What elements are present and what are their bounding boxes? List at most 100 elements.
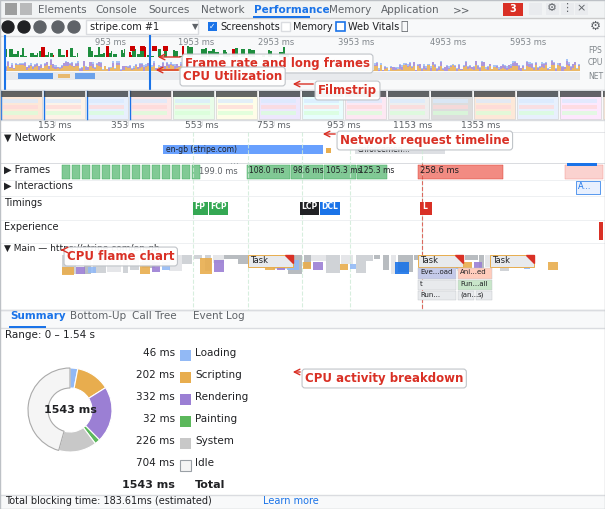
Bar — [288, 255, 302, 274]
Bar — [403, 65, 405, 71]
Bar — [261, 68, 263, 69]
Bar — [152, 46, 157, 51]
Bar — [220, 62, 221, 65]
Bar — [151, 67, 154, 71]
Bar — [178, 56, 182, 57]
Bar — [465, 255, 478, 260]
Bar — [170, 64, 172, 66]
Bar — [261, 111, 296, 115]
Bar — [463, 67, 465, 71]
Bar — [0, 132, 605, 163]
Bar — [103, 53, 105, 57]
Bar — [186, 67, 188, 69]
Bar — [216, 91, 257, 119]
Bar — [113, 53, 115, 57]
Bar — [19, 54, 22, 57]
Bar — [520, 68, 522, 71]
Bar — [504, 66, 506, 69]
Bar — [129, 52, 131, 57]
Bar — [302, 91, 343, 119]
Bar — [9, 68, 11, 71]
Bar — [94, 69, 96, 71]
Bar — [186, 69, 188, 71]
Bar — [549, 69, 551, 71]
Bar — [157, 255, 167, 261]
Text: ▼ Main — https://stripe.com/en-gb: ▼ Main — https://stripe.com/en-gb — [4, 244, 160, 253]
Bar — [388, 91, 429, 119]
Bar — [409, 62, 411, 63]
Bar — [238, 65, 240, 69]
Bar — [489, 64, 491, 66]
Bar — [347, 99, 382, 103]
Bar — [350, 264, 356, 269]
Bar — [364, 65, 365, 67]
Text: Total blocking time: 183.61ms (estimated): Total blocking time: 183.61ms (estimated… — [5, 496, 212, 506]
Bar — [77, 63, 79, 66]
Bar — [345, 64, 347, 65]
Bar — [430, 67, 431, 68]
Wedge shape — [85, 388, 112, 440]
Bar — [102, 70, 104, 71]
Text: Task: Task — [250, 256, 268, 265]
Bar — [424, 66, 425, 69]
Bar — [474, 91, 515, 97]
Circle shape — [68, 21, 80, 33]
Bar — [376, 64, 378, 67]
Bar — [471, 69, 473, 71]
Bar — [322, 65, 324, 71]
Bar — [172, 165, 180, 179]
Bar — [391, 255, 396, 274]
Bar — [547, 70, 549, 71]
Bar — [466, 67, 469, 69]
Bar — [209, 68, 211, 69]
Bar — [516, 66, 518, 71]
Bar — [298, 67, 299, 71]
Bar — [543, 64, 545, 68]
Bar — [126, 68, 129, 71]
Bar — [143, 67, 145, 71]
Bar — [182, 64, 185, 66]
Bar — [151, 65, 154, 67]
Bar — [374, 66, 376, 71]
Bar — [76, 255, 81, 259]
Bar — [217, 67, 220, 71]
Bar — [3, 111, 38, 115]
Bar — [141, 63, 143, 64]
Bar — [477, 66, 479, 69]
Bar — [220, 65, 221, 71]
Bar — [487, 67, 489, 68]
Bar — [475, 65, 477, 71]
Text: DCL: DCL — [321, 202, 338, 211]
Bar — [62, 255, 76, 274]
Bar — [115, 53, 117, 57]
Bar — [15, 65, 18, 71]
Bar — [174, 66, 176, 69]
Bar — [98, 63, 100, 66]
Bar — [537, 67, 539, 68]
Bar — [456, 68, 459, 69]
Bar — [227, 54, 231, 57]
Bar — [541, 62, 543, 64]
Bar — [384, 66, 386, 67]
Bar — [262, 55, 265, 57]
Bar — [154, 61, 155, 63]
Bar — [500, 69, 502, 71]
Bar — [407, 64, 409, 66]
Bar — [142, 255, 155, 268]
Bar — [399, 69, 401, 71]
Bar — [201, 49, 205, 57]
Bar — [81, 68, 83, 71]
Bar — [514, 62, 516, 66]
Bar — [13, 69, 15, 71]
Bar — [8, 49, 13, 57]
Bar — [114, 69, 116, 71]
Bar — [30, 65, 32, 66]
Bar — [567, 163, 597, 166]
Bar — [265, 260, 275, 270]
Bar — [311, 255, 326, 261]
Bar — [226, 65, 227, 67]
Bar — [411, 67, 413, 68]
Bar — [7, 61, 9, 62]
Bar — [518, 65, 520, 66]
Bar — [529, 3, 542, 15]
